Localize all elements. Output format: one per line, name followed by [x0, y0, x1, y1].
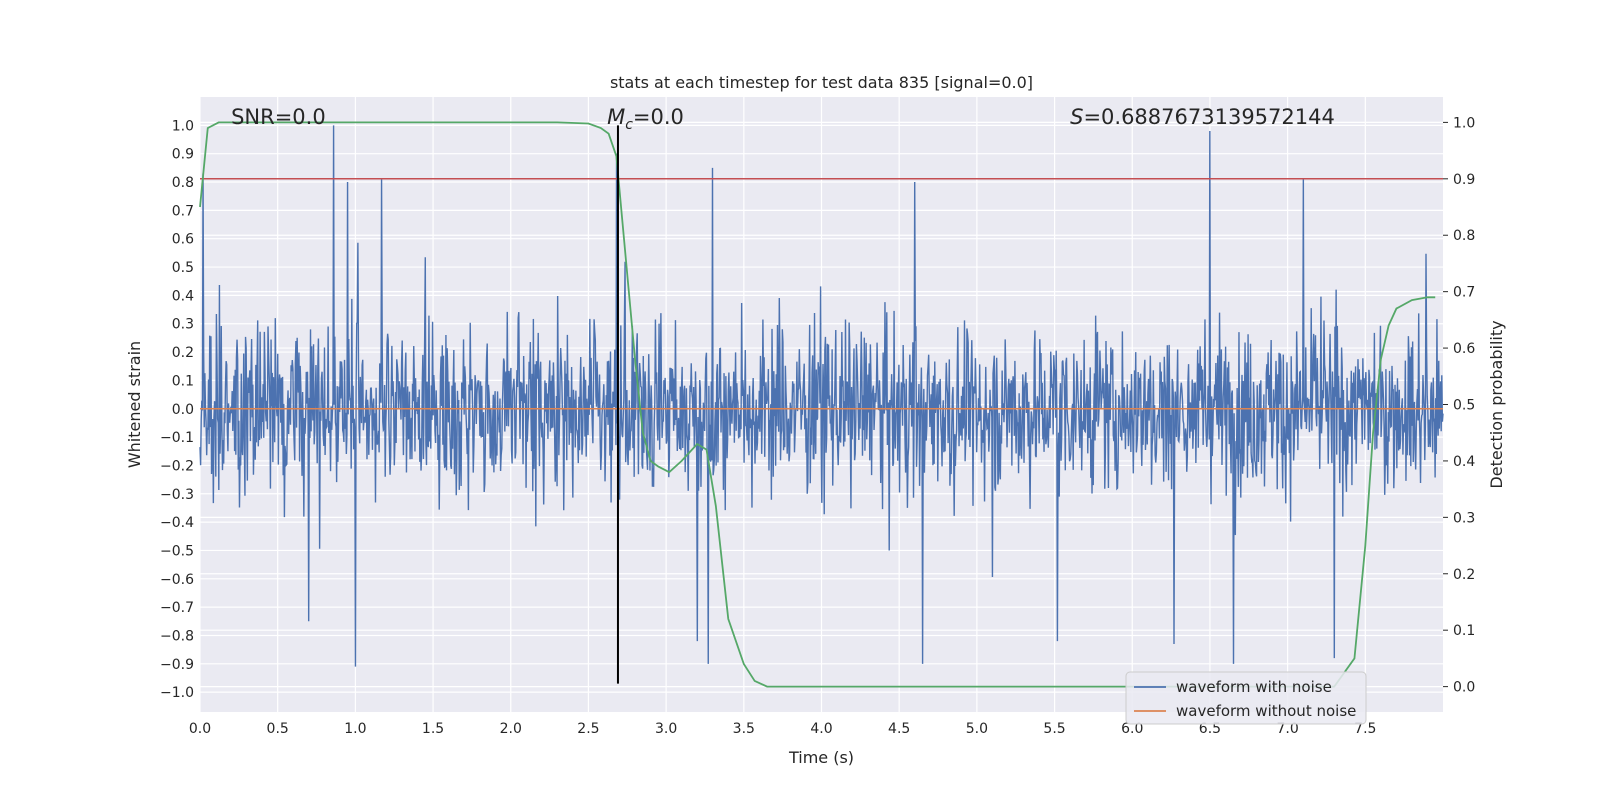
- y-axis-label: Whitened strain: [125, 341, 144, 468]
- y-right-tick-label: 0.4: [1453, 454, 1475, 470]
- x-tick-label: 5.5: [1043, 721, 1065, 737]
- y-tick-label: −0.2: [160, 458, 194, 474]
- y-tick-label: 1.0: [172, 118, 194, 134]
- y-right-tick-label: 0.7: [1453, 285, 1475, 301]
- chirp-mass-annotation: Mc=0.0: [607, 105, 684, 133]
- score-annotation: S=0.6887673139572144: [1070, 105, 1335, 129]
- y-tick-label: −0.9: [160, 657, 194, 673]
- y-tick-label: 0.3: [172, 317, 194, 333]
- legend-entry-waveform-with-noise: waveform with noise: [1176, 678, 1332, 696]
- snr-annotation: SNR=0.0: [231, 105, 326, 129]
- legend-entry-waveform-without-noise: waveform without noise: [1176, 702, 1356, 720]
- x-tick-label: 2.0: [500, 721, 522, 737]
- y-tick-label: 0.7: [172, 203, 194, 219]
- x-tick-label: 1.5: [422, 721, 444, 737]
- x-tick-label: 2.5: [577, 721, 599, 737]
- x-axis-label: Time (s): [788, 748, 854, 767]
- chirp-mass-value: =0.0: [633, 105, 684, 129]
- y-right-tick-label: 0.0: [1453, 680, 1475, 696]
- x-tick-label: 0.0: [189, 721, 211, 737]
- y-right-tick-label: 0.2: [1453, 567, 1475, 583]
- x-tick-label: 3.5: [733, 721, 755, 737]
- x-tick-label: 6.5: [1199, 721, 1221, 737]
- y-tick-label: −0.6: [160, 572, 194, 588]
- y-tick-label: −0.8: [160, 628, 194, 644]
- y-tick-label: −0.3: [160, 487, 194, 503]
- y-tick-label: 0.9: [172, 147, 194, 163]
- x-tick-label: 4.0: [810, 721, 832, 737]
- y-tick-label: 0.2: [172, 345, 194, 361]
- y-tick-label: −0.7: [160, 600, 194, 616]
- y-tick-label: 0.6: [172, 232, 194, 248]
- x-tick-label: 7.5: [1354, 721, 1376, 737]
- y-right-axis-label: Detection probability: [1487, 320, 1506, 488]
- y-tick-label: −0.4: [160, 515, 194, 531]
- series-waveform-with-noise: [199, 125, 1444, 667]
- y-right-tick-label: 0.3: [1453, 510, 1475, 526]
- legend-box: [1125, 671, 1367, 725]
- y-right-tick-label: 1.0: [1453, 115, 1475, 131]
- x-tick-label: 5.0: [966, 721, 988, 737]
- y-tick-label: −1.0: [160, 685, 194, 701]
- y-right-tick-label: 0.1: [1453, 623, 1475, 639]
- y-right-tick-label: 0.8: [1453, 228, 1475, 244]
- y-right-tick-label: 0.5: [1453, 398, 1475, 414]
- x-tick-label: 4.5: [888, 721, 910, 737]
- y-tick-label: −0.5: [160, 543, 194, 559]
- y-right-tick-label: 0.6: [1453, 341, 1475, 357]
- chirp-mass-symbol: M: [607, 105, 625, 129]
- legend: waveform with noise waveform without noi…: [1125, 671, 1367, 725]
- y-right-tick-label: 0.9: [1453, 172, 1475, 188]
- y-tick-label: 0.0: [172, 402, 194, 418]
- series-layer: [199, 121, 1444, 688]
- x-tick-label: 3.0: [655, 721, 677, 737]
- axes: 0.0 0.5 1.0 1.5 2.0 2.5 3.0 3.5 4.0 4.5 5.0 5.5 6.0 6…: [160, 115, 1475, 737]
- y-tick-label: −0.1: [160, 430, 194, 446]
- chirp-mass-subscript: c: [625, 117, 633, 133]
- y-tick-label: 0.1: [172, 373, 194, 389]
- chart-title: stats at each timestep for test data 835…: [610, 73, 1033, 92]
- x-tick-label: 6.0: [1121, 721, 1143, 737]
- x-tick-label: 0.5: [267, 721, 289, 737]
- score-value: =0.6887673139572144: [1083, 105, 1334, 129]
- y-tick-label: 0.5: [172, 260, 194, 276]
- y-tick-label: 0.4: [172, 288, 194, 304]
- x-tick-label: 7.0: [1276, 721, 1298, 737]
- score-symbol: S: [1070, 105, 1083, 129]
- x-tick-label: 1.0: [344, 721, 366, 737]
- y-tick-label: 0.8: [172, 175, 194, 191]
- series-detection-probability: [199, 121, 1436, 688]
